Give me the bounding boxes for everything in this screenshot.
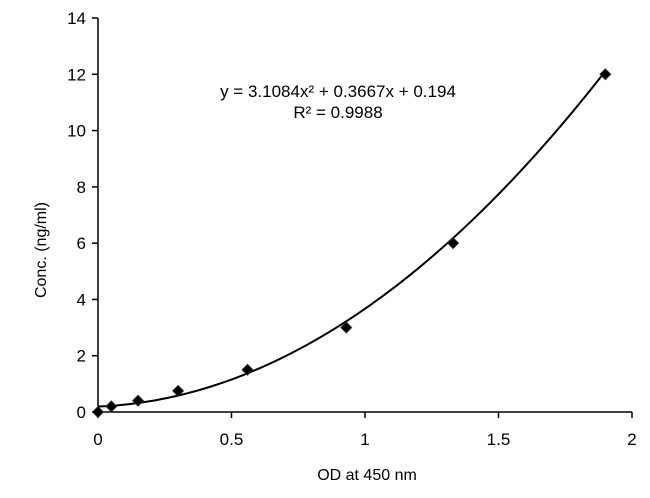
x-tick-label: 1.5 <box>487 430 511 449</box>
y-tick-label: 0 <box>77 403 86 422</box>
data-point <box>105 400 118 413</box>
trendline <box>97 70 607 408</box>
x-axis-title: OD at 450 nm <box>317 467 417 484</box>
data-point <box>447 237 460 250</box>
y-axis-title: Conc. (ng/ml) <box>33 202 50 298</box>
data-points <box>91 68 612 419</box>
y-tick-label: 10 <box>67 122 86 141</box>
trendline-curve <box>97 70 607 408</box>
data-point <box>131 394 145 407</box>
y-tick-label: 8 <box>77 178 86 197</box>
x-tick-label: 1 <box>360 430 369 449</box>
data-point <box>340 321 353 334</box>
x-tick-label: 0 <box>93 430 102 449</box>
axes <box>92 17 633 418</box>
y-tick-label: 6 <box>77 234 86 253</box>
x-tick-label: 0.5 <box>220 430 244 449</box>
tick-labels: 0 2 4 6 8 10 12 14 0 0.5 1 1.5 2 <box>67 9 637 449</box>
y-tick-label: 14 <box>67 9 86 28</box>
y-tick-label: 12 <box>67 65 86 84</box>
data-point <box>599 68 612 81</box>
y-tick-label: 2 <box>77 347 86 366</box>
y-tick-label: 4 <box>77 290 86 309</box>
data-point <box>241 363 254 376</box>
r-squared-label: R² = 0.9988 <box>293 103 382 122</box>
trendline-equation: y = 3.1084x² + 0.3667x + 0.194 <box>220 82 456 101</box>
data-point <box>91 405 105 419</box>
data-point <box>172 384 185 397</box>
x-tick-label: 2 <box>627 430 636 449</box>
